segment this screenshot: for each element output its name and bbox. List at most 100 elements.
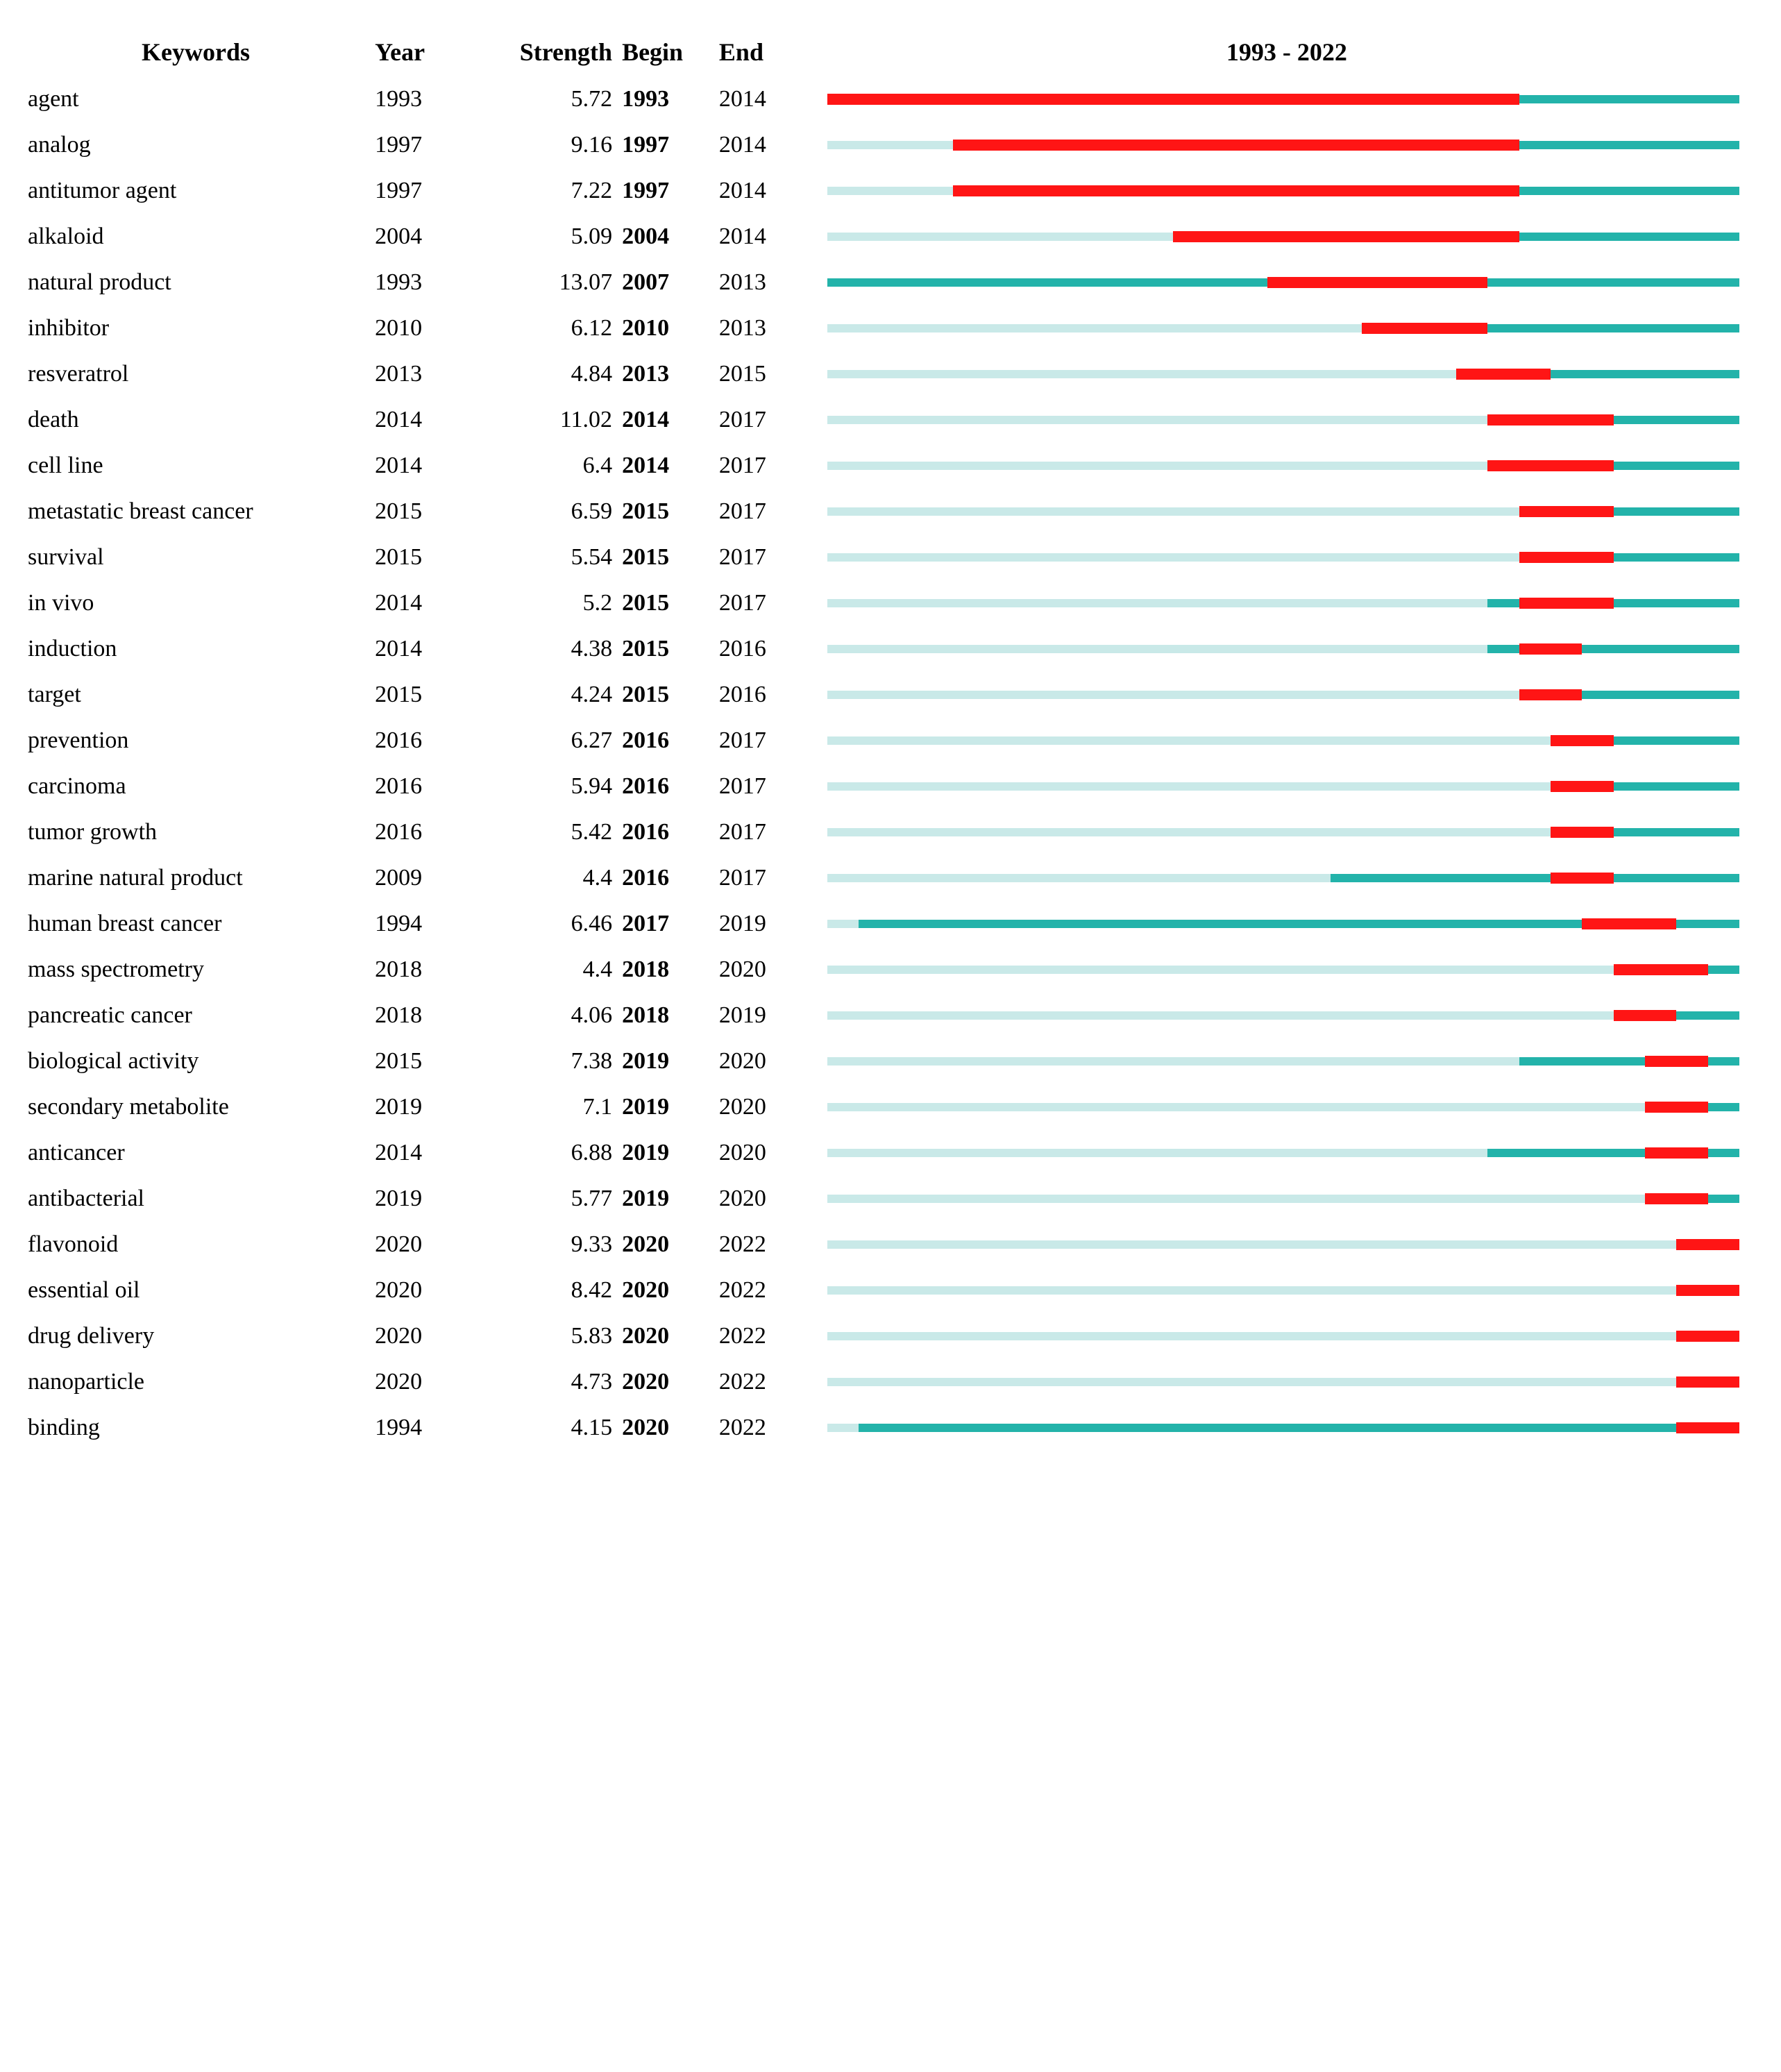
col-timeline: 1993 - 2022 — [813, 28, 1760, 76]
timeline-baseline — [827, 1195, 1739, 1203]
strength-cell: 6.46 — [470, 901, 620, 947]
end-cell: 2022 — [716, 1222, 813, 1267]
end-cell: 2013 — [716, 305, 813, 351]
table-row: drug delivery20205.8320202022 — [21, 1313, 1760, 1359]
timeline-bar — [827, 277, 1739, 288]
begin-cell: 2010 — [619, 305, 716, 351]
keyword-cell: natural product — [21, 260, 369, 305]
begin-cell: 2015 — [619, 489, 716, 534]
timeline-cell — [813, 764, 1760, 809]
timeline-bar — [827, 1102, 1739, 1113]
keyword-cell: carcinoma — [21, 764, 369, 809]
timeline-cell — [813, 122, 1760, 168]
end-cell: 2017 — [716, 718, 813, 764]
begin-cell: 2020 — [619, 1267, 716, 1313]
keyword-cell: in vivo — [21, 580, 369, 626]
strength-cell: 4.24 — [470, 672, 620, 718]
year-cell: 2010 — [369, 305, 469, 351]
timeline-bar — [827, 1331, 1739, 1342]
end-cell: 2020 — [716, 1038, 813, 1084]
begin-cell: 2019 — [619, 1176, 716, 1222]
timeline-burst — [1551, 827, 1614, 838]
strength-cell: 13.07 — [470, 260, 620, 305]
timeline-burst — [1676, 1285, 1739, 1296]
end-cell: 2016 — [716, 672, 813, 718]
strength-cell: 5.54 — [470, 534, 620, 580]
year-cell: 2014 — [369, 443, 469, 489]
strength-cell: 6.4 — [470, 443, 620, 489]
keyword-cell: survival — [21, 534, 369, 580]
begin-cell: 2014 — [619, 443, 716, 489]
timeline-burst — [1676, 1422, 1739, 1433]
timeline-burst — [1362, 323, 1487, 334]
table-row: carcinoma20165.9420162017 — [21, 764, 1760, 809]
begin-cell: 2013 — [619, 351, 716, 397]
timeline-cell — [813, 1038, 1760, 1084]
end-cell: 2017 — [716, 489, 813, 534]
begin-cell: 2015 — [619, 580, 716, 626]
year-cell: 1997 — [369, 168, 469, 214]
col-begin: Begin — [619, 28, 716, 76]
end-cell: 2017 — [716, 580, 813, 626]
table-header: Keywords Year Strength Begin End 1993 - … — [21, 28, 1760, 76]
keyword-cell: induction — [21, 626, 369, 672]
table-row: human breast cancer19946.4620172019 — [21, 901, 1760, 947]
strength-cell: 5.94 — [470, 764, 620, 809]
table-row: flavonoid20209.3320202022 — [21, 1222, 1760, 1267]
keyword-cell: secondary metabolite — [21, 1084, 369, 1130]
timeline-cell — [813, 489, 1760, 534]
strength-cell: 8.42 — [470, 1267, 620, 1313]
timeline-bar — [827, 506, 1739, 517]
timeline-cell — [813, 626, 1760, 672]
col-keywords: Keywords — [21, 28, 369, 76]
keyword-cell: anticancer — [21, 1130, 369, 1176]
begin-cell: 2018 — [619, 947, 716, 993]
year-cell: 2019 — [369, 1084, 469, 1130]
keyword-cell: binding — [21, 1405, 369, 1451]
table-row: prevention20166.2720162017 — [21, 718, 1760, 764]
keyword-cell: mass spectrometry — [21, 947, 369, 993]
year-cell: 1993 — [369, 76, 469, 122]
timeline-burst — [1173, 231, 1519, 242]
table-row: in vivo20145.220152017 — [21, 580, 1760, 626]
year-cell: 2014 — [369, 1130, 469, 1176]
timeline-active — [1331, 874, 1739, 882]
end-cell: 2015 — [716, 351, 813, 397]
keyword-cell: essential oil — [21, 1267, 369, 1313]
keyword-cell: prevention — [21, 718, 369, 764]
strength-cell: 6.27 — [470, 718, 620, 764]
begin-cell: 2016 — [619, 855, 716, 901]
end-cell: 2014 — [716, 76, 813, 122]
strength-cell: 4.06 — [470, 993, 620, 1038]
end-cell: 2019 — [716, 901, 813, 947]
timeline-bar — [827, 323, 1739, 334]
keyword-cell: nanoparticle — [21, 1359, 369, 1405]
keyword-cell: agent — [21, 76, 369, 122]
timeline-bar — [827, 1193, 1739, 1204]
timeline-burst — [1551, 873, 1614, 884]
strength-cell: 5.83 — [470, 1313, 620, 1359]
timeline-cell — [813, 534, 1760, 580]
timeline-cell — [813, 305, 1760, 351]
timeline-burst — [1519, 506, 1614, 517]
begin-cell: 2020 — [619, 1405, 716, 1451]
strength-cell: 4.4 — [470, 855, 620, 901]
timeline-burst — [1551, 735, 1614, 746]
begin-cell: 2017 — [619, 901, 716, 947]
table-row: nanoparticle20204.7320202022 — [21, 1359, 1760, 1405]
timeline-burst — [1645, 1147, 1708, 1159]
year-cell: 2015 — [369, 672, 469, 718]
table-row: antitumor agent19977.2219972014 — [21, 168, 1760, 214]
strength-cell: 5.77 — [470, 1176, 620, 1222]
year-cell: 2020 — [369, 1222, 469, 1267]
strength-cell: 9.16 — [470, 122, 620, 168]
burst-table: Keywords Year Strength Begin End 1993 - … — [21, 28, 1760, 1451]
strength-cell: 4.38 — [470, 626, 620, 672]
keyword-cell: alkaloid — [21, 214, 369, 260]
timeline-bar — [827, 1147, 1739, 1159]
year-cell: 2016 — [369, 718, 469, 764]
timeline-cell — [813, 1267, 1760, 1313]
begin-cell: 1993 — [619, 76, 716, 122]
strength-cell: 7.22 — [470, 168, 620, 214]
timeline-cell — [813, 443, 1760, 489]
